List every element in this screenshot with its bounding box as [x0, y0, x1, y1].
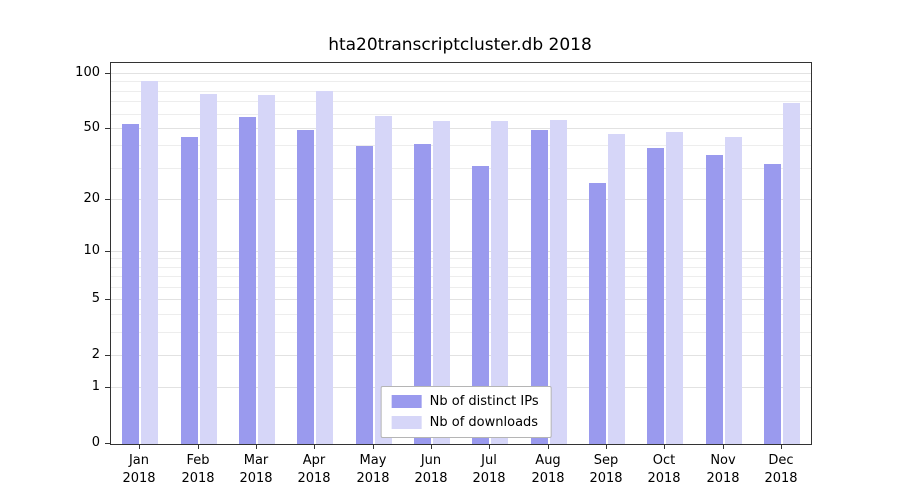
xtick-label-sep: Sep 2018 — [589, 453, 623, 486]
legend-row-ips: Nb of distinct IPs — [391, 394, 539, 409]
legend: Nb of distinct IPs Nb of downloads — [380, 386, 552, 438]
ytick-label-20: 20 — [83, 191, 100, 206]
legend-label-ips: Nb of distinct IPs — [429, 394, 539, 409]
gridline-minor-60 — [111, 114, 811, 115]
bar-distinct-ips-jul — [472, 166, 489, 444]
xtick-label-nov: Nov 2018 — [706, 453, 740, 486]
gridline-major-20 — [111, 199, 811, 200]
gridline-minor-40 — [111, 145, 811, 146]
gridline-major-50 — [111, 128, 811, 129]
legend-label-downloads: Nb of downloads — [429, 415, 539, 430]
chart-title: hta20transcriptcluster.db 2018 — [328, 35, 592, 55]
gridline-minor-80 — [111, 91, 811, 92]
bar-distinct-ips-aug — [531, 130, 548, 444]
bar-downloads-jul — [491, 121, 508, 444]
xtick-label-jan: Jan 2018 — [122, 453, 156, 486]
gridline-minor-3 — [111, 332, 811, 333]
ytick-mark-50 — [105, 128, 110, 129]
bar-downloads-sep — [608, 134, 625, 444]
ytick-mark-20 — [105, 199, 110, 200]
ytick-mark-10 — [105, 251, 110, 252]
ytick-label-1: 1 — [91, 379, 100, 394]
gridline-minor-6 — [111, 287, 811, 288]
ytick-mark-0 — [105, 443, 110, 444]
bar-distinct-ips-may — [356, 146, 373, 444]
bar-downloads-may — [375, 116, 392, 444]
xtick-label-jul: Jul 2018 — [472, 453, 506, 486]
xtick-mark-dec — [781, 444, 782, 449]
gridline-minor-30 — [111, 168, 811, 169]
bar-downloads-nov — [725, 137, 742, 444]
legend-swatch-ips-icon — [391, 395, 422, 408]
gridline-minor-90 — [111, 81, 811, 82]
xtick-label-feb: Feb 2018 — [181, 453, 215, 486]
xtick-mark-oct — [664, 444, 665, 449]
xtick-label-aug: Aug 2018 — [531, 453, 565, 486]
legend-row-downloads: Nb of downloads — [391, 415, 539, 430]
xtick-mark-feb — [198, 444, 199, 449]
xtick-label-apr: Apr 2018 — [297, 453, 331, 486]
ytick-label-10: 10 — [83, 243, 100, 258]
xtick-mark-mar — [256, 444, 257, 449]
bar-distinct-ips-apr — [297, 130, 314, 444]
xtick-mark-jan — [139, 444, 140, 449]
gridline-major-10 — [111, 251, 811, 252]
gridline-major-5 — [111, 299, 811, 300]
bar-downloads-jan — [141, 81, 158, 444]
bar-downloads-feb — [200, 94, 217, 444]
xtick-mark-nov — [723, 444, 724, 449]
bar-distinct-ips-mar — [239, 117, 256, 444]
bar-distinct-ips-oct — [647, 148, 664, 444]
bar-downloads-apr — [316, 91, 333, 444]
gridline-minor-4 — [111, 314, 811, 315]
bar-distinct-ips-feb — [181, 137, 198, 444]
xtick-label-oct: Oct 2018 — [647, 453, 681, 486]
xtick-label-may: May 2018 — [356, 453, 390, 486]
bar-downloads-aug — [550, 120, 567, 444]
ytick-label-2: 2 — [91, 347, 100, 362]
bar-downloads-oct — [666, 132, 683, 444]
bar-distinct-ips-nov — [706, 155, 723, 444]
ytick-mark-2 — [105, 355, 110, 356]
ytick-label-100: 100 — [75, 65, 100, 80]
xtick-mark-sep — [606, 444, 607, 449]
xtick-label-mar: Mar 2018 — [239, 453, 273, 486]
ytick-mark-1 — [105, 387, 110, 388]
xtick-label-jun: Jun 2018 — [414, 453, 448, 486]
xtick-mark-jun — [431, 444, 432, 449]
xtick-mark-apr — [314, 444, 315, 449]
ytick-mark-5 — [105, 299, 110, 300]
legend-swatch-downloads-icon — [391, 416, 422, 429]
xtick-label-dec: Dec 2018 — [764, 453, 798, 486]
bar-downloads-mar — [258, 95, 275, 444]
gridline-major-100 — [111, 73, 811, 74]
ytick-mark-100 — [105, 73, 110, 74]
xtick-mark-jul — [489, 444, 490, 449]
bar-distinct-ips-sep — [589, 183, 606, 444]
bar-distinct-ips-jan — [122, 124, 139, 444]
bar-distinct-ips-jun — [414, 144, 431, 444]
gridline-minor-8 — [111, 267, 811, 268]
ytick-label-50: 50 — [83, 120, 100, 135]
bar-downloads-dec — [783, 103, 800, 444]
gridline-minor-9 — [111, 258, 811, 259]
gridline-minor-7 — [111, 276, 811, 277]
bar-downloads-jun — [433, 121, 450, 444]
ytick-label-5: 5 — [91, 291, 100, 306]
plot-area: Nb of distinct IPs Nb of downloads — [110, 62, 812, 445]
gridline-major-2 — [111, 355, 811, 356]
bar-distinct-ips-dec — [764, 164, 781, 444]
gridline-minor-70 — [111, 101, 811, 102]
ytick-label-0: 0 — [91, 435, 100, 450]
xtick-mark-may — [373, 444, 374, 449]
xtick-mark-aug — [548, 444, 549, 449]
